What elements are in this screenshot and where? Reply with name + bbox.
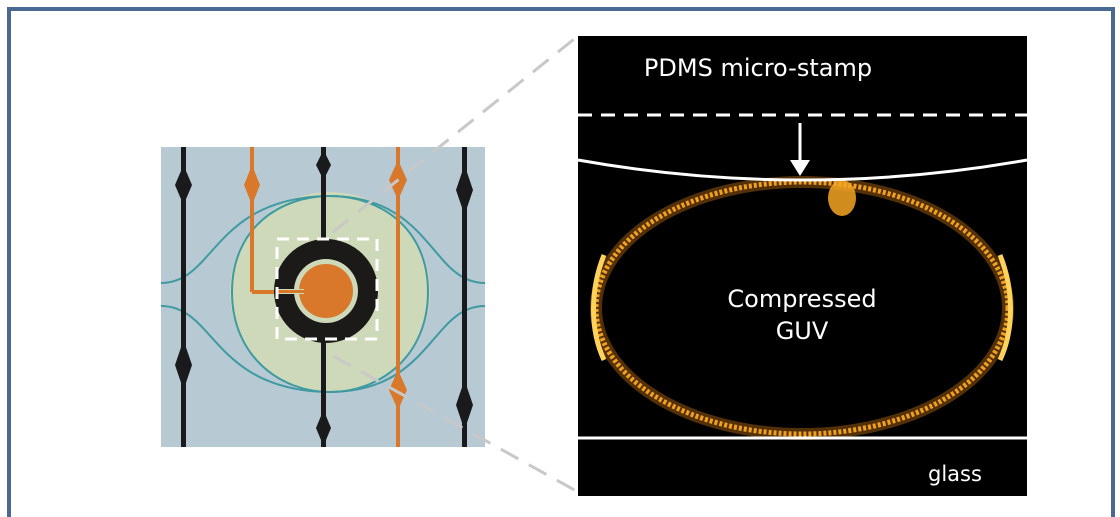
contact-spot (828, 180, 856, 216)
guv-label-line2: GUV (775, 317, 829, 345)
channel-outer (230, 194, 430, 394)
zoom-connector-top (332, 34, 579, 234)
dark-electrode-1 (175, 147, 192, 447)
panel-border (7, 7, 1115, 517)
guv-label-line1: Compressed (727, 285, 877, 313)
compression-arrowhead (790, 160, 810, 176)
dark-electrode-3 (456, 147, 473, 447)
glass-label: glass (928, 462, 982, 486)
guv-label: Compressed GUV (652, 283, 952, 347)
zoom-connector-bottom (332, 354, 579, 494)
fluorescence-image (577, 36, 1028, 496)
fluorescence-background (578, 36, 1027, 496)
zoom-box (275, 237, 379, 341)
orange-electrode-2 (389, 147, 407, 447)
microscope-image (160, 147, 486, 447)
stamp-surface (577, 158, 1028, 182)
stamp-label: PDMS micro-stamp (643, 54, 873, 82)
